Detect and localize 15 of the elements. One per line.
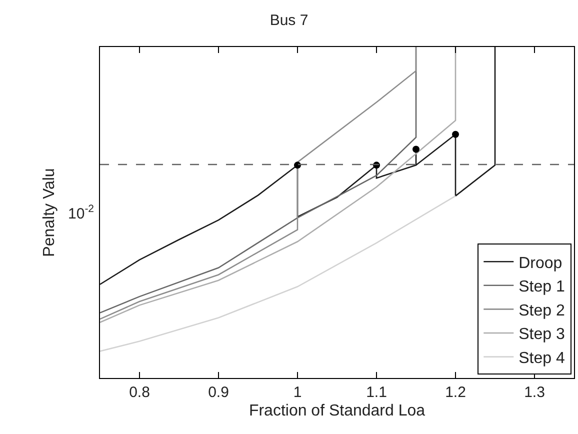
x-tick-label: 1.2 xyxy=(445,384,466,401)
legend-label: Step 4 xyxy=(518,350,565,368)
x-tick-label: 1.3 xyxy=(524,384,545,401)
x-tick-label: 1 xyxy=(293,384,302,401)
legend-label: Step 1 xyxy=(518,278,565,296)
x-axis-title: Fraction of Standard Loa xyxy=(248,402,426,420)
x-tick-label: 0.9 xyxy=(208,384,229,401)
chart-title: Bus 7 xyxy=(270,12,308,29)
legend-label: Step 2 xyxy=(518,302,565,320)
y-axis-title: Penalty Valu xyxy=(40,168,58,257)
legend-label: Droop xyxy=(518,254,562,272)
x-tick-label: 1.1 xyxy=(366,384,387,401)
x-tick-label: 0.8 xyxy=(129,384,150,401)
text: 10$^{-2}$ xyxy=(68,203,94,222)
legend-label: Step 3 xyxy=(518,326,565,344)
